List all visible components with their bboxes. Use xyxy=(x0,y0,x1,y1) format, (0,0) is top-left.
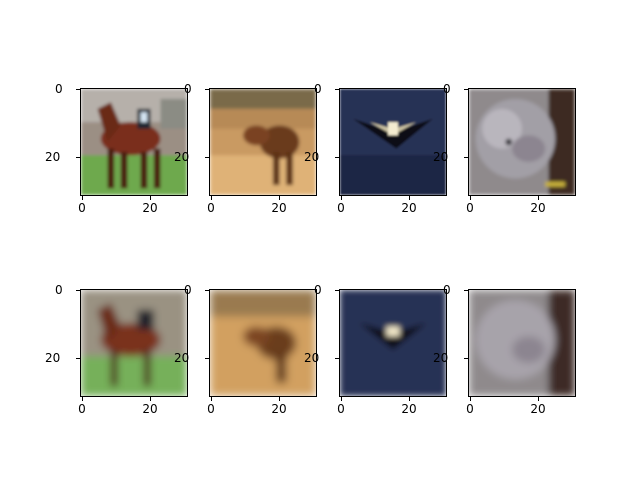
y-tick-label-20: 20 xyxy=(433,351,449,365)
x-tick-label-0: 0 xyxy=(337,201,345,215)
y-tick-0 xyxy=(76,89,80,90)
x-tick-label-0: 0 xyxy=(466,201,474,215)
x-tick-0 xyxy=(82,397,83,401)
x-tick-0 xyxy=(470,196,471,200)
x-tick-20 xyxy=(150,397,151,401)
y-tick-20 xyxy=(76,157,80,158)
y-tick-label-20: 20 xyxy=(433,150,449,164)
image-airplane-original xyxy=(339,88,447,196)
x-tick-0 xyxy=(341,196,342,200)
y-tick-20 xyxy=(464,157,468,158)
x-tick-label-20: 20 xyxy=(530,201,546,215)
x-tick-label-20: 20 xyxy=(142,201,158,215)
y-tick-0 xyxy=(205,290,209,291)
y-tick-label-0: 0 xyxy=(443,283,451,297)
y-tick-20 xyxy=(464,358,468,359)
y-tick-label-0: 0 xyxy=(314,82,322,96)
y-tick-0 xyxy=(205,89,209,90)
x-tick-label-20: 20 xyxy=(271,402,287,416)
x-tick-label-0: 0 xyxy=(78,402,86,416)
y-tick-0 xyxy=(464,290,468,291)
y-tick-label-20: 20 xyxy=(174,150,190,164)
y-tick-20 xyxy=(335,358,339,359)
x-tick-0 xyxy=(341,397,342,401)
x-tick-20 xyxy=(150,196,151,200)
x-tick-label-0: 0 xyxy=(78,201,86,215)
x-tick-label-20: 20 xyxy=(271,201,287,215)
image-airplane-reconstruction xyxy=(339,289,447,397)
y-tick-label-20: 20 xyxy=(304,150,320,164)
y-tick-label-0: 0 xyxy=(55,283,63,297)
y-tick-label-20: 20 xyxy=(304,351,320,365)
image-cat-original xyxy=(468,88,576,196)
y-tick-label-20: 20 xyxy=(174,351,190,365)
image-deer-reconstruction xyxy=(209,289,317,397)
x-tick-label-0: 0 xyxy=(337,402,345,416)
y-tick-label-0: 0 xyxy=(314,283,322,297)
x-tick-20 xyxy=(279,196,280,200)
x-tick-0 xyxy=(211,196,212,200)
y-tick-label-0: 0 xyxy=(55,82,63,96)
x-tick-label-0: 0 xyxy=(207,201,215,215)
y-tick-label-20: 20 xyxy=(45,351,61,365)
y-tick-20 xyxy=(205,358,209,359)
x-tick-0 xyxy=(470,397,471,401)
image-horse-original xyxy=(80,88,188,196)
x-tick-label-20: 20 xyxy=(401,402,417,416)
image-horse-reconstruction xyxy=(80,289,188,397)
y-tick-0 xyxy=(335,89,339,90)
x-tick-0 xyxy=(211,397,212,401)
x-tick-0 xyxy=(82,196,83,200)
image-cat-reconstruction xyxy=(468,289,576,397)
y-tick-20 xyxy=(205,157,209,158)
x-tick-20 xyxy=(409,196,410,200)
y-tick-label-0: 0 xyxy=(184,82,192,96)
image-deer-original xyxy=(209,88,317,196)
y-tick-0 xyxy=(335,290,339,291)
x-tick-label-20: 20 xyxy=(401,201,417,215)
y-tick-label-0: 0 xyxy=(184,283,192,297)
x-tick-label-0: 0 xyxy=(466,402,474,416)
y-tick-0 xyxy=(464,89,468,90)
x-tick-label-20: 20 xyxy=(142,402,158,416)
y-tick-label-20: 20 xyxy=(45,150,61,164)
x-tick-20 xyxy=(279,397,280,401)
x-tick-20 xyxy=(538,397,539,401)
x-tick-20 xyxy=(409,397,410,401)
y-tick-0 xyxy=(76,290,80,291)
x-tick-label-20: 20 xyxy=(530,402,546,416)
y-tick-20 xyxy=(335,157,339,158)
y-tick-label-0: 0 xyxy=(443,82,451,96)
y-tick-20 xyxy=(76,358,80,359)
x-tick-label-0: 0 xyxy=(207,402,215,416)
x-tick-20 xyxy=(538,196,539,200)
